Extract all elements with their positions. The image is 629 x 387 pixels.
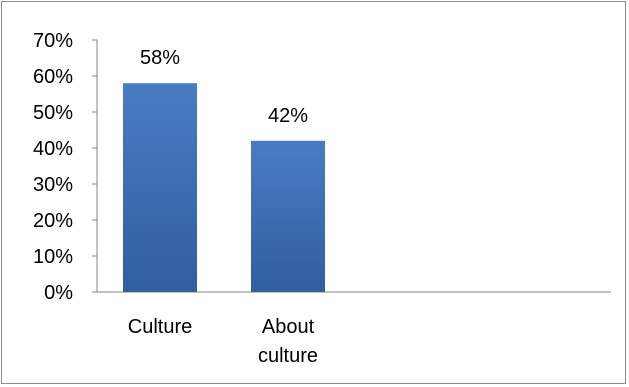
y-tick-label: 20% [33,210,73,232]
y-tick-label: 70% [33,30,73,52]
bar [123,83,197,292]
bar [251,140,325,292]
y-tick-label: 10% [33,246,73,268]
x-category-label: About [262,316,315,338]
x-category-label: culture [258,345,318,367]
data-label: 42% [268,105,308,127]
y-tick-label: 40% [33,138,73,160]
y-tick-label: 60% [33,66,73,88]
y-tick-label: 30% [33,174,73,196]
data-label: 58% [140,47,180,69]
y-tick-label: 50% [33,102,73,124]
y-tick-label: 0% [44,282,73,304]
x-category-label: Culture [128,316,192,338]
